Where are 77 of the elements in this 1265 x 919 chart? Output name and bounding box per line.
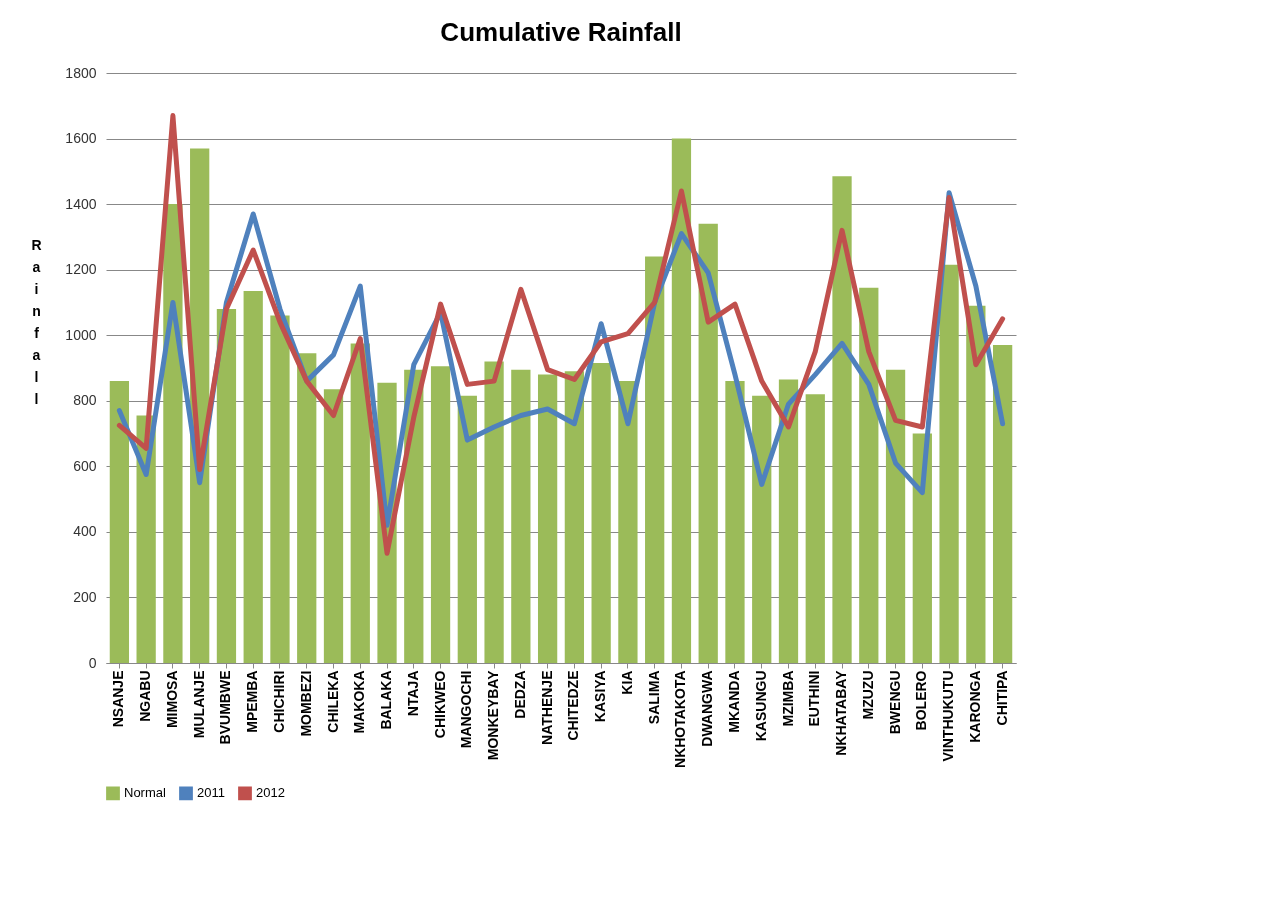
bar bbox=[805, 394, 825, 663]
y-tick-label: 1400 bbox=[65, 195, 97, 212]
bar bbox=[457, 395, 477, 663]
bar bbox=[645, 256, 665, 663]
y-tick-label: 1600 bbox=[65, 130, 97, 147]
x-tick-label: CHICHIRI bbox=[270, 670, 287, 733]
bar bbox=[859, 287, 879, 663]
x-tick-label: MOMBEZI bbox=[297, 670, 314, 737]
x-tick-label: MONKEYBAY bbox=[485, 669, 502, 761]
x-tick-label: NSANJE bbox=[110, 670, 127, 728]
x-tick-label: KARONGA bbox=[966, 670, 983, 743]
x-tick-label: BOLERO bbox=[913, 670, 930, 731]
chart-title: Cumulative Rainfall bbox=[440, 17, 682, 47]
bar bbox=[885, 369, 906, 663]
x-tick-label: NKHOTAKOTA bbox=[672, 670, 689, 768]
bar bbox=[966, 305, 986, 663]
bar bbox=[752, 395, 772, 663]
bar bbox=[430, 366, 451, 663]
y-tick-label: 1800 bbox=[65, 64, 97, 81]
x-tick-label: DEDZA bbox=[511, 670, 528, 719]
bar bbox=[591, 363, 611, 663]
bar bbox=[992, 345, 1013, 663]
bar bbox=[297, 353, 317, 663]
bar bbox=[511, 369, 531, 663]
y-tick-label: 600 bbox=[73, 457, 97, 474]
x-tick-label: BWENGU bbox=[886, 670, 903, 735]
x-tick-label: MIMOSA bbox=[163, 670, 180, 729]
x-tick-label: MZUZU bbox=[859, 670, 876, 720]
bar bbox=[698, 223, 718, 663]
bar bbox=[832, 176, 852, 663]
legend-label: Normal bbox=[124, 785, 167, 801]
x-tick-label: NTAJA bbox=[404, 670, 421, 717]
y-tick-label: 1000 bbox=[65, 326, 97, 343]
x-tick-label: MANGOCHI bbox=[458, 670, 475, 749]
bar bbox=[323, 389, 344, 663]
bar bbox=[537, 374, 558, 663]
x-tick-label: SALIMA bbox=[645, 670, 662, 725]
x-tick-label: CHITIPA bbox=[993, 670, 1010, 726]
x-tick-label: BALAKA bbox=[378, 670, 395, 730]
bar bbox=[270, 315, 290, 663]
bar bbox=[912, 433, 932, 663]
bar bbox=[671, 138, 692, 663]
x-tick-label: MAKOKA bbox=[351, 670, 368, 734]
y-tick-label: 800 bbox=[73, 392, 97, 409]
x-tick-label: MZIMBA bbox=[779, 670, 796, 727]
y-tick-label: 1200 bbox=[65, 261, 97, 278]
x-tick-label: KASIYA bbox=[592, 670, 609, 723]
x-tick-label: NGABU bbox=[137, 670, 154, 722]
bar bbox=[564, 371, 585, 663]
bar bbox=[618, 381, 638, 663]
bar bbox=[778, 379, 799, 663]
legend-label: 2012 bbox=[256, 785, 285, 801]
x-tick-label: MKANDA bbox=[725, 670, 742, 733]
bar bbox=[484, 361, 504, 663]
bar bbox=[216, 309, 237, 663]
x-tick-label: CHIKWEO bbox=[431, 670, 448, 739]
bar bbox=[109, 381, 130, 663]
x-tick-label: CHILEKA bbox=[324, 670, 341, 733]
x-tick-label: CHITEDZE bbox=[565, 670, 582, 741]
x-tick-label: EUTHINI bbox=[806, 670, 823, 727]
x-tick-label: DWANGWA bbox=[699, 670, 716, 747]
x-tick-label: NATHENJE bbox=[538, 670, 555, 745]
y-tick-label: 200 bbox=[73, 588, 97, 605]
y-tick-label: 400 bbox=[73, 523, 97, 540]
x-tick-label: KASUNGU bbox=[752, 670, 769, 742]
x-tick-label: BVUMBWE bbox=[217, 670, 234, 745]
x-tick-label: KIA bbox=[618, 670, 635, 695]
legend-label: 2011 bbox=[197, 785, 225, 801]
bar bbox=[243, 290, 263, 663]
bar bbox=[939, 264, 959, 663]
x-tick-label: MPEMBA bbox=[244, 670, 261, 733]
x-tick-label: VINTHUKUTU bbox=[940, 670, 957, 762]
y-axis-title: Rainfall bbox=[31, 236, 42, 407]
x-tick-label: MULANJE bbox=[190, 670, 207, 739]
bar bbox=[725, 381, 745, 663]
x-tick-label: NKHATABAY bbox=[833, 669, 850, 756]
y-tick-label: 0 bbox=[88, 654, 97, 671]
